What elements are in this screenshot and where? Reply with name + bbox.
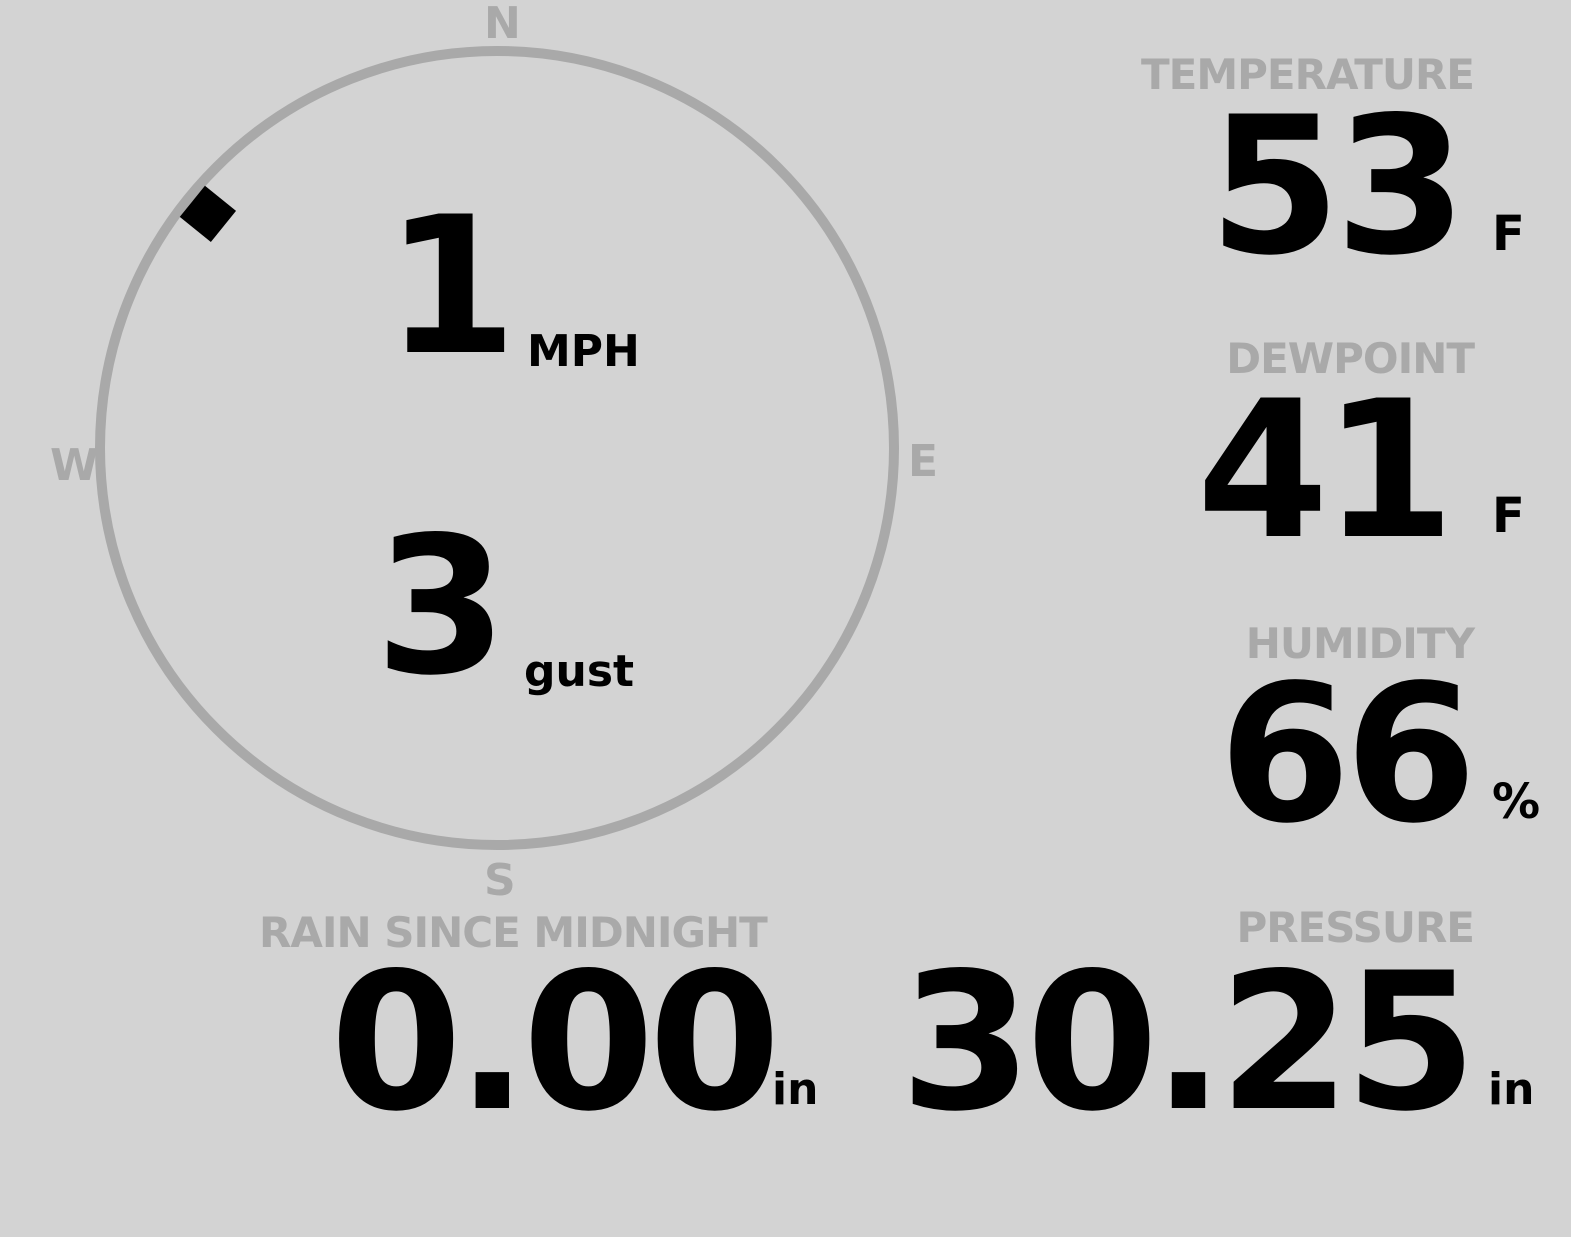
humidity-unit: % — [1492, 774, 1541, 830]
pressure-unit: in — [1488, 1064, 1535, 1115]
rain-unit: in — [772, 1064, 819, 1115]
temperature-label: TEMPERATURE — [1141, 50, 1475, 99]
compass-south: S — [484, 855, 516, 906]
pressure-value: 30.25 — [900, 932, 1477, 1153]
temperature-unit: F — [1492, 206, 1525, 262]
wind-direction-marker — [179, 185, 237, 243]
compass-ring — [95, 46, 899, 850]
dewpoint-label: DEWPOINT — [1226, 334, 1475, 383]
dewpoint-unit: F — [1492, 488, 1525, 544]
compass-east: E — [908, 436, 939, 487]
rain-value: 0.00 — [330, 932, 781, 1153]
compass-north: N — [484, 0, 521, 49]
compass-west: W — [50, 440, 99, 491]
wind-gust-value: 3 — [375, 496, 507, 717]
wind-speed-unit: MPH — [527, 326, 640, 377]
humidity-label: HUMIDITY — [1245, 619, 1475, 668]
dewpoint-value: 41 — [1196, 360, 1455, 581]
pressure-label: PRESSURE — [1236, 903, 1475, 952]
wind-speed-value: 1 — [385, 176, 517, 397]
wind-gust-unit: gust — [524, 646, 635, 697]
humidity-value: 66 — [1218, 644, 1477, 865]
rain-label: RAIN SINCE MIDNIGHT — [259, 908, 768, 957]
temperature-value: 53 — [1208, 76, 1467, 297]
